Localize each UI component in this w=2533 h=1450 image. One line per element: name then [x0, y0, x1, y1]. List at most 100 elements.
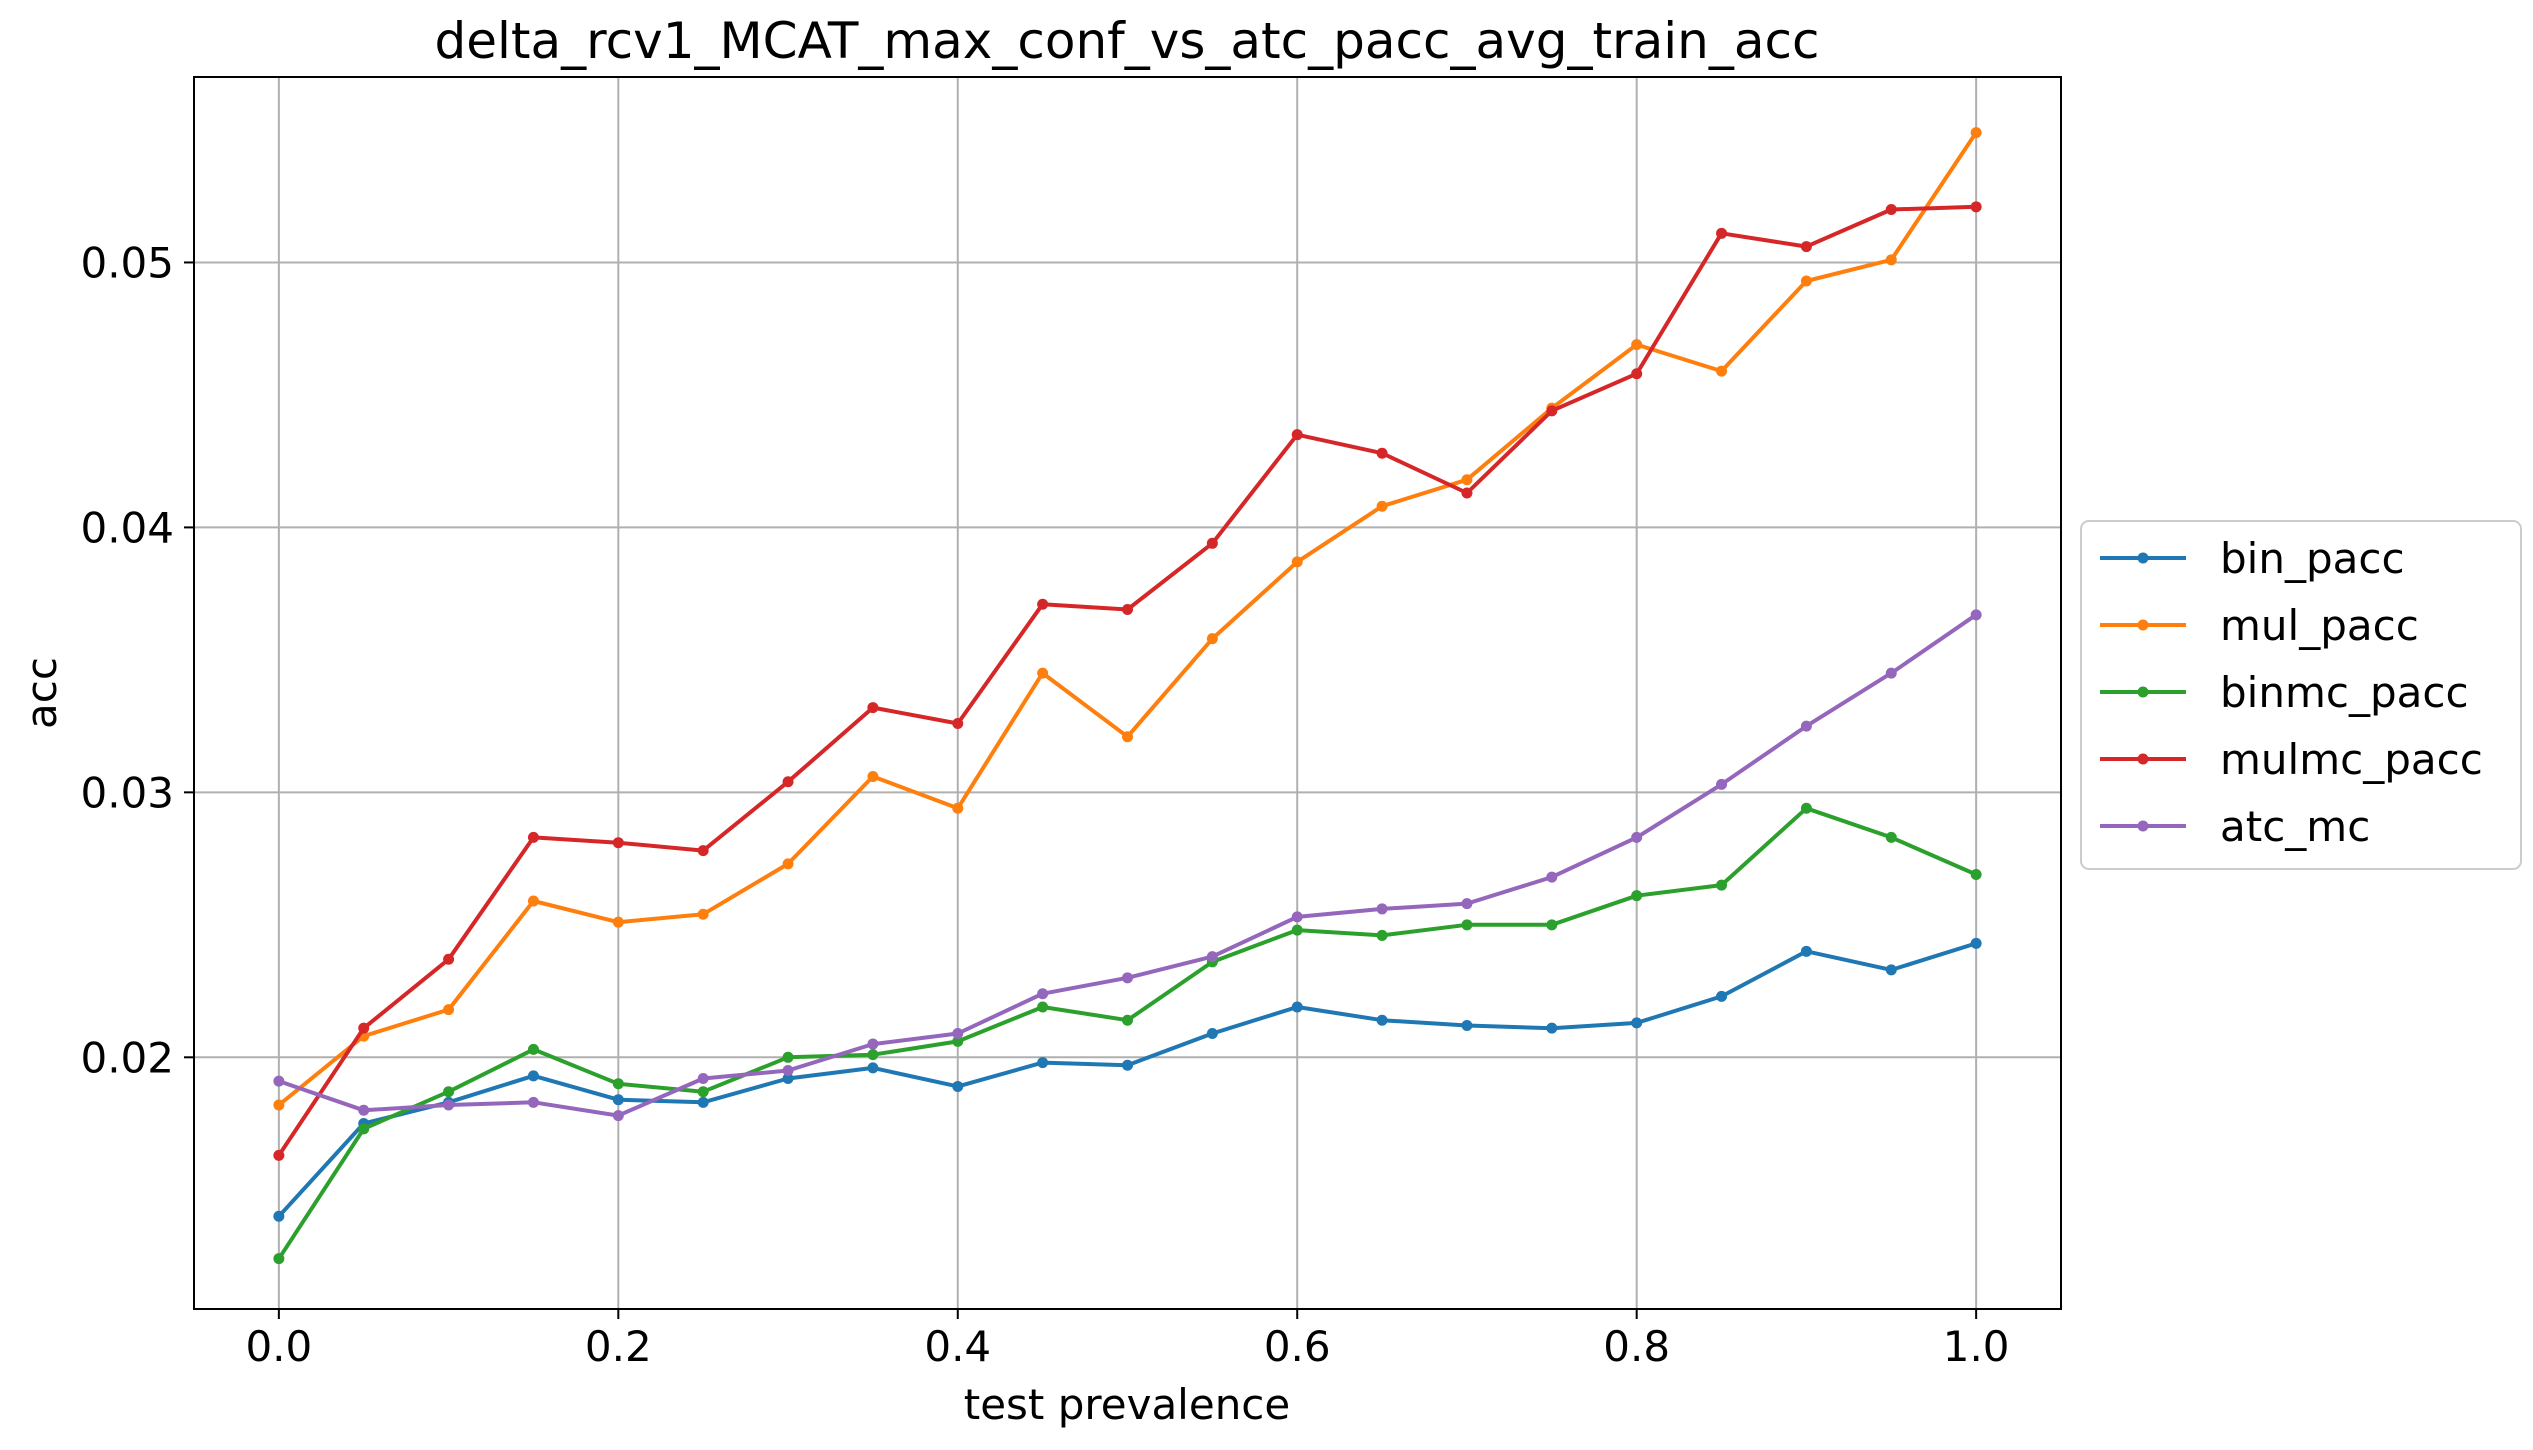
- data-point: [358, 1104, 370, 1116]
- data-point: [527, 1043, 539, 1055]
- data-point: [612, 1110, 624, 1122]
- data-point: [1716, 227, 1728, 239]
- data-point: [1291, 429, 1303, 441]
- grid-lines: [194, 77, 2061, 1309]
- data-point: [1376, 903, 1388, 915]
- legend-item: mul_pacc: [2100, 601, 2419, 650]
- legend-swatch-marker: [2137, 552, 2149, 564]
- data-point: [1122, 1014, 1133, 1026]
- data-point: [1122, 972, 1133, 984]
- x-tick-label: 1.0: [1943, 1322, 2010, 1371]
- data-point: [867, 1038, 879, 1050]
- data-point: [443, 1099, 455, 1111]
- data-point: [952, 1035, 964, 1047]
- data-point: [1291, 911, 1303, 923]
- data-point: [527, 1070, 539, 1082]
- legend-swatch-marker: [2137, 820, 2149, 832]
- data-point: [697, 908, 709, 920]
- data-point: [273, 1075, 285, 1087]
- data-point: [1037, 988, 1049, 1000]
- data-point: [782, 1065, 794, 1077]
- legend-label: atc_mc: [2220, 802, 2370, 851]
- data-point: [443, 1086, 455, 1098]
- data-point: [1885, 667, 1897, 679]
- data-point: [867, 770, 879, 782]
- data-point: [1800, 720, 1812, 732]
- data-point: [273, 1210, 285, 1222]
- x-axis-label: test prevalence: [964, 1380, 1291, 1429]
- x-tick-label: 0.4: [924, 1322, 991, 1371]
- data-point: [1546, 1022, 1558, 1034]
- legend-item: atc_mc: [2100, 802, 2370, 851]
- legend-swatch-marker: [2137, 753, 2149, 765]
- data-point: [1631, 339, 1643, 351]
- data-point: [1461, 474, 1473, 486]
- legend-label: bin_pacc: [2220, 534, 2405, 583]
- data-point: [1376, 1014, 1388, 1026]
- data-point: [867, 702, 879, 714]
- series-binmc_pacc: [273, 802, 1982, 1265]
- data-point: [1122, 731, 1133, 743]
- legend-swatch-marker: [2137, 686, 2149, 698]
- data-point: [1376, 929, 1388, 941]
- legend-label: binmc_pacc: [2220, 668, 2469, 717]
- data-point: [1206, 1027, 1218, 1039]
- data-point: [1291, 1001, 1303, 1013]
- data-point: [697, 1086, 709, 1098]
- data-point: [1461, 487, 1473, 499]
- y-tick-label: 0.02: [80, 1033, 174, 1082]
- data-point: [1461, 898, 1473, 910]
- data-point: [697, 1072, 709, 1084]
- data-point: [527, 1096, 539, 1108]
- data-point: [1631, 368, 1643, 380]
- legend-item: mulmc_pacc: [2100, 735, 2483, 784]
- data-point: [1800, 802, 1812, 814]
- data-point: [1461, 1020, 1473, 1032]
- series-mul_pacc: [273, 127, 1982, 1111]
- data-point: [867, 1049, 879, 1061]
- data-point: [1376, 500, 1388, 512]
- data-point: [612, 1078, 624, 1090]
- legend-item: bin_pacc: [2100, 534, 2405, 583]
- data-point: [1037, 598, 1049, 610]
- data-point: [1716, 365, 1728, 377]
- data-point: [1546, 871, 1558, 883]
- data-point: [952, 802, 964, 814]
- data-point: [1037, 1057, 1049, 1069]
- data-point: [527, 831, 539, 843]
- data-point: [273, 1149, 285, 1161]
- legend-label: mulmc_pacc: [2220, 735, 2483, 784]
- x-tick-label: 0.0: [245, 1322, 312, 1371]
- series-mulmc_pacc: [273, 201, 1982, 1161]
- data-point: [952, 1027, 964, 1039]
- data-point: [1206, 537, 1218, 549]
- chart-title: delta_rcv1_MCAT_max_conf_vs_atc_pacc_avg…: [435, 12, 1820, 70]
- data-point: [358, 1123, 370, 1135]
- data-point: [1461, 919, 1473, 931]
- data-point: [1885, 964, 1897, 976]
- x-tick-label: 0.6: [1264, 1322, 1331, 1371]
- data-point: [1800, 275, 1812, 287]
- data-point: [782, 858, 794, 870]
- legend-box: [2080, 520, 2522, 870]
- data-point: [612, 916, 624, 928]
- data-point: [1291, 924, 1303, 936]
- data-point: [1631, 1017, 1643, 1029]
- y-axis-ticks: 0.02 0.03 0.04 0.05: [80, 238, 194, 1082]
- data-point: [1970, 937, 1982, 949]
- data-point: [612, 1094, 624, 1106]
- data-point: [1885, 203, 1897, 215]
- data-point: [782, 776, 794, 788]
- data-point: [1546, 405, 1558, 417]
- y-tick-label: 0.05: [80, 238, 174, 287]
- data-point: [1970, 127, 1982, 139]
- data-point: [1122, 604, 1133, 616]
- data-point: [1716, 879, 1728, 891]
- legend-label: mul_pacc: [2220, 601, 2419, 650]
- series-group: [273, 127, 1982, 1265]
- data-point: [1206, 951, 1218, 963]
- data-point: [1800, 241, 1812, 253]
- data-point: [273, 1253, 285, 1265]
